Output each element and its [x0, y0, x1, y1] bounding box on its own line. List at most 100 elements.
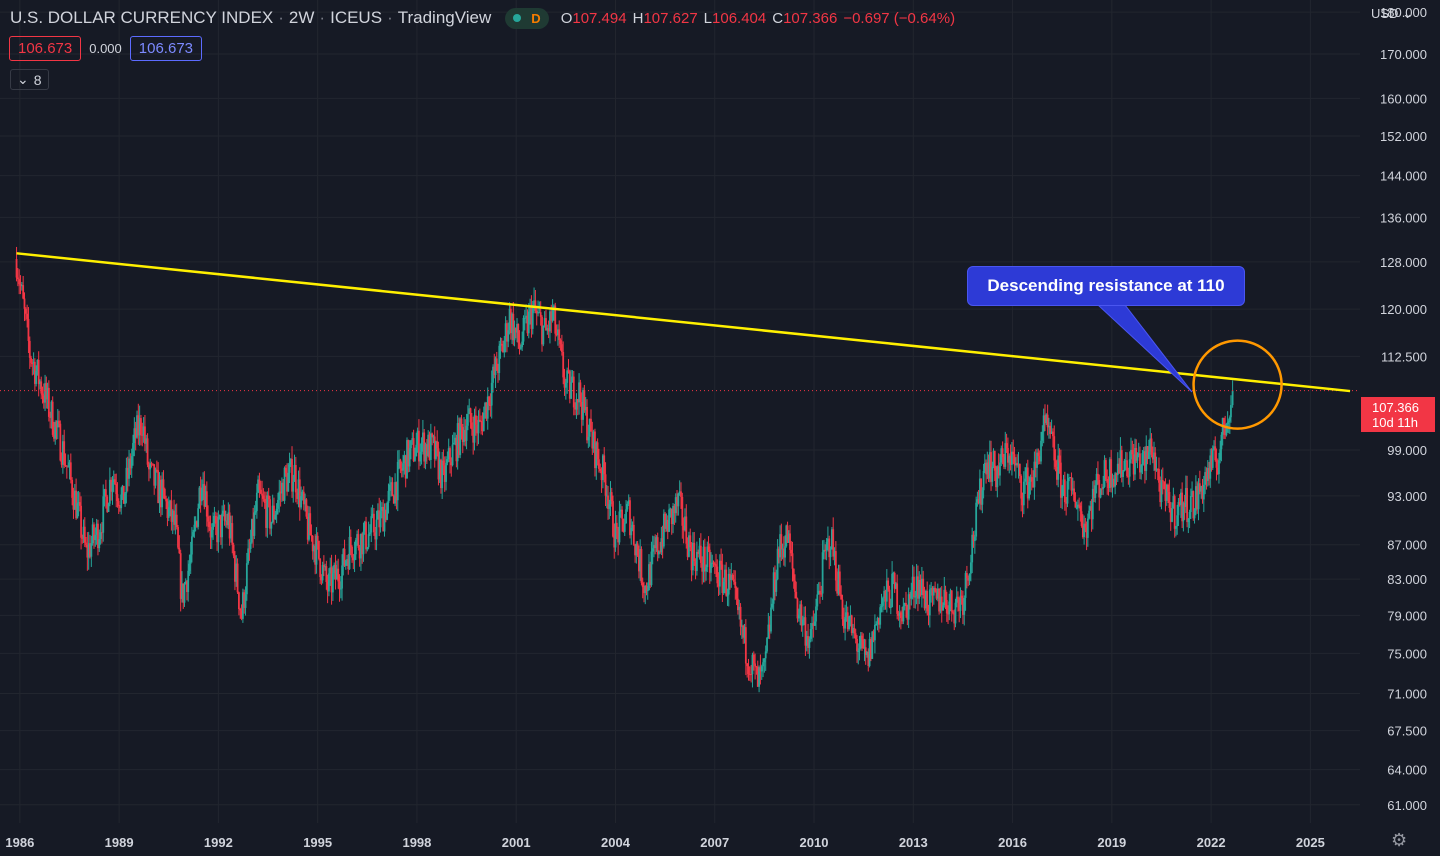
candle-body [224, 520, 227, 522]
candle-body [81, 537, 84, 539]
candle-body [284, 467, 287, 474]
candle-body [40, 381, 43, 394]
candle-body [742, 625, 745, 638]
candle-body [396, 461, 399, 501]
collapse-indicators-button[interactable]: ⌄ 8 [10, 69, 49, 90]
candle-body [760, 666, 763, 672]
candle-body [395, 482, 398, 501]
candle-body [77, 502, 80, 504]
candle-body [992, 450, 995, 467]
candle-body [660, 538, 663, 553]
candle-body [1058, 455, 1061, 463]
x-axis-tick-label: 2004 [601, 835, 631, 850]
candle-body [960, 595, 963, 599]
indicator-value-blue[interactable]: 106.673 [129, 36, 203, 61]
market-status-pill[interactable]: D [505, 7, 549, 29]
candle-body [1227, 420, 1230, 423]
annotation-callout[interactable]: Descending resistance at 110 [967, 266, 1245, 306]
candle-body [734, 581, 737, 589]
candle-body [406, 440, 408, 479]
candle-body [936, 588, 939, 599]
interval-label[interactable]: 2W [288, 8, 315, 27]
candle-body [102, 496, 105, 533]
candle-body [747, 666, 750, 675]
candle-body [54, 422, 57, 439]
candle-body [880, 605, 883, 608]
chevron-down-icon: ⌄ [17, 71, 29, 87]
candle-body [421, 432, 424, 443]
candle-body [1098, 479, 1101, 498]
candle-body [560, 344, 563, 353]
candle-body [875, 624, 878, 626]
candle-body [838, 571, 841, 595]
candle-body [117, 501, 120, 507]
candle-body [373, 513, 375, 533]
candle-body [266, 495, 269, 528]
candle-body [976, 499, 979, 503]
candle-body [682, 525, 685, 531]
candle-body [1108, 459, 1111, 489]
candle-body [60, 460, 63, 465]
candle-body [917, 576, 919, 599]
candle-body [570, 382, 573, 399]
candle-body [541, 316, 543, 345]
candle-body [738, 606, 741, 611]
candle-body [725, 569, 728, 596]
candle-body [493, 366, 496, 375]
symbol-name[interactable]: U.S. DOLLAR CURRENCY INDEX [10, 8, 274, 27]
candle-body [428, 434, 431, 460]
candle-body [382, 506, 385, 532]
candle-body [862, 639, 865, 649]
candle-body [594, 431, 596, 469]
candle-body [390, 482, 393, 485]
candle-body [304, 499, 306, 505]
candle-body [170, 500, 173, 522]
candle-body [819, 590, 821, 594]
source-label: TradingView [397, 8, 492, 27]
currency-selector[interactable]: USD ⌄ [1371, 6, 1413, 22]
candle-body [509, 308, 512, 334]
candle-body [125, 467, 128, 494]
candle-body [997, 466, 1000, 476]
candle-body [167, 507, 170, 518]
candle-body [194, 521, 197, 525]
candle-body [670, 508, 673, 525]
candle-body [1094, 485, 1097, 498]
candle-body [1057, 455, 1060, 480]
candle-body [693, 542, 696, 562]
candle-body [538, 312, 541, 314]
candle-body [302, 491, 305, 505]
candle-body [49, 416, 52, 418]
candle-body [639, 549, 642, 572]
indicator-value-red[interactable]: 106.673 [9, 36, 82, 61]
candle-body [321, 564, 324, 581]
candle-body [949, 590, 952, 602]
gear-icon[interactable]: ⚙ [1391, 830, 1408, 850]
candle-body [513, 327, 516, 341]
candle-body [59, 423, 62, 461]
candle-body [833, 551, 836, 557]
candle-body [175, 514, 178, 528]
candle-body [610, 492, 613, 502]
candle-body [1040, 440, 1042, 462]
candle-body [1008, 455, 1011, 463]
candle-body [1095, 473, 1098, 486]
candle-body [370, 516, 373, 533]
candle-body [443, 465, 446, 482]
candle-body [1149, 438, 1152, 452]
candle-body [850, 615, 853, 634]
candle-body [24, 308, 27, 314]
candle-body [808, 638, 811, 648]
candle-body [784, 546, 786, 558]
candle-body [1147, 451, 1150, 460]
candle-body [1134, 447, 1136, 475]
candle-body [122, 485, 125, 504]
candle-body [1009, 455, 1012, 465]
candle-body [254, 511, 257, 513]
candle-body [91, 524, 94, 544]
candle-body [204, 491, 207, 507]
candle-body [935, 591, 938, 599]
separator: · [319, 8, 326, 27]
candle-body [35, 370, 38, 384]
